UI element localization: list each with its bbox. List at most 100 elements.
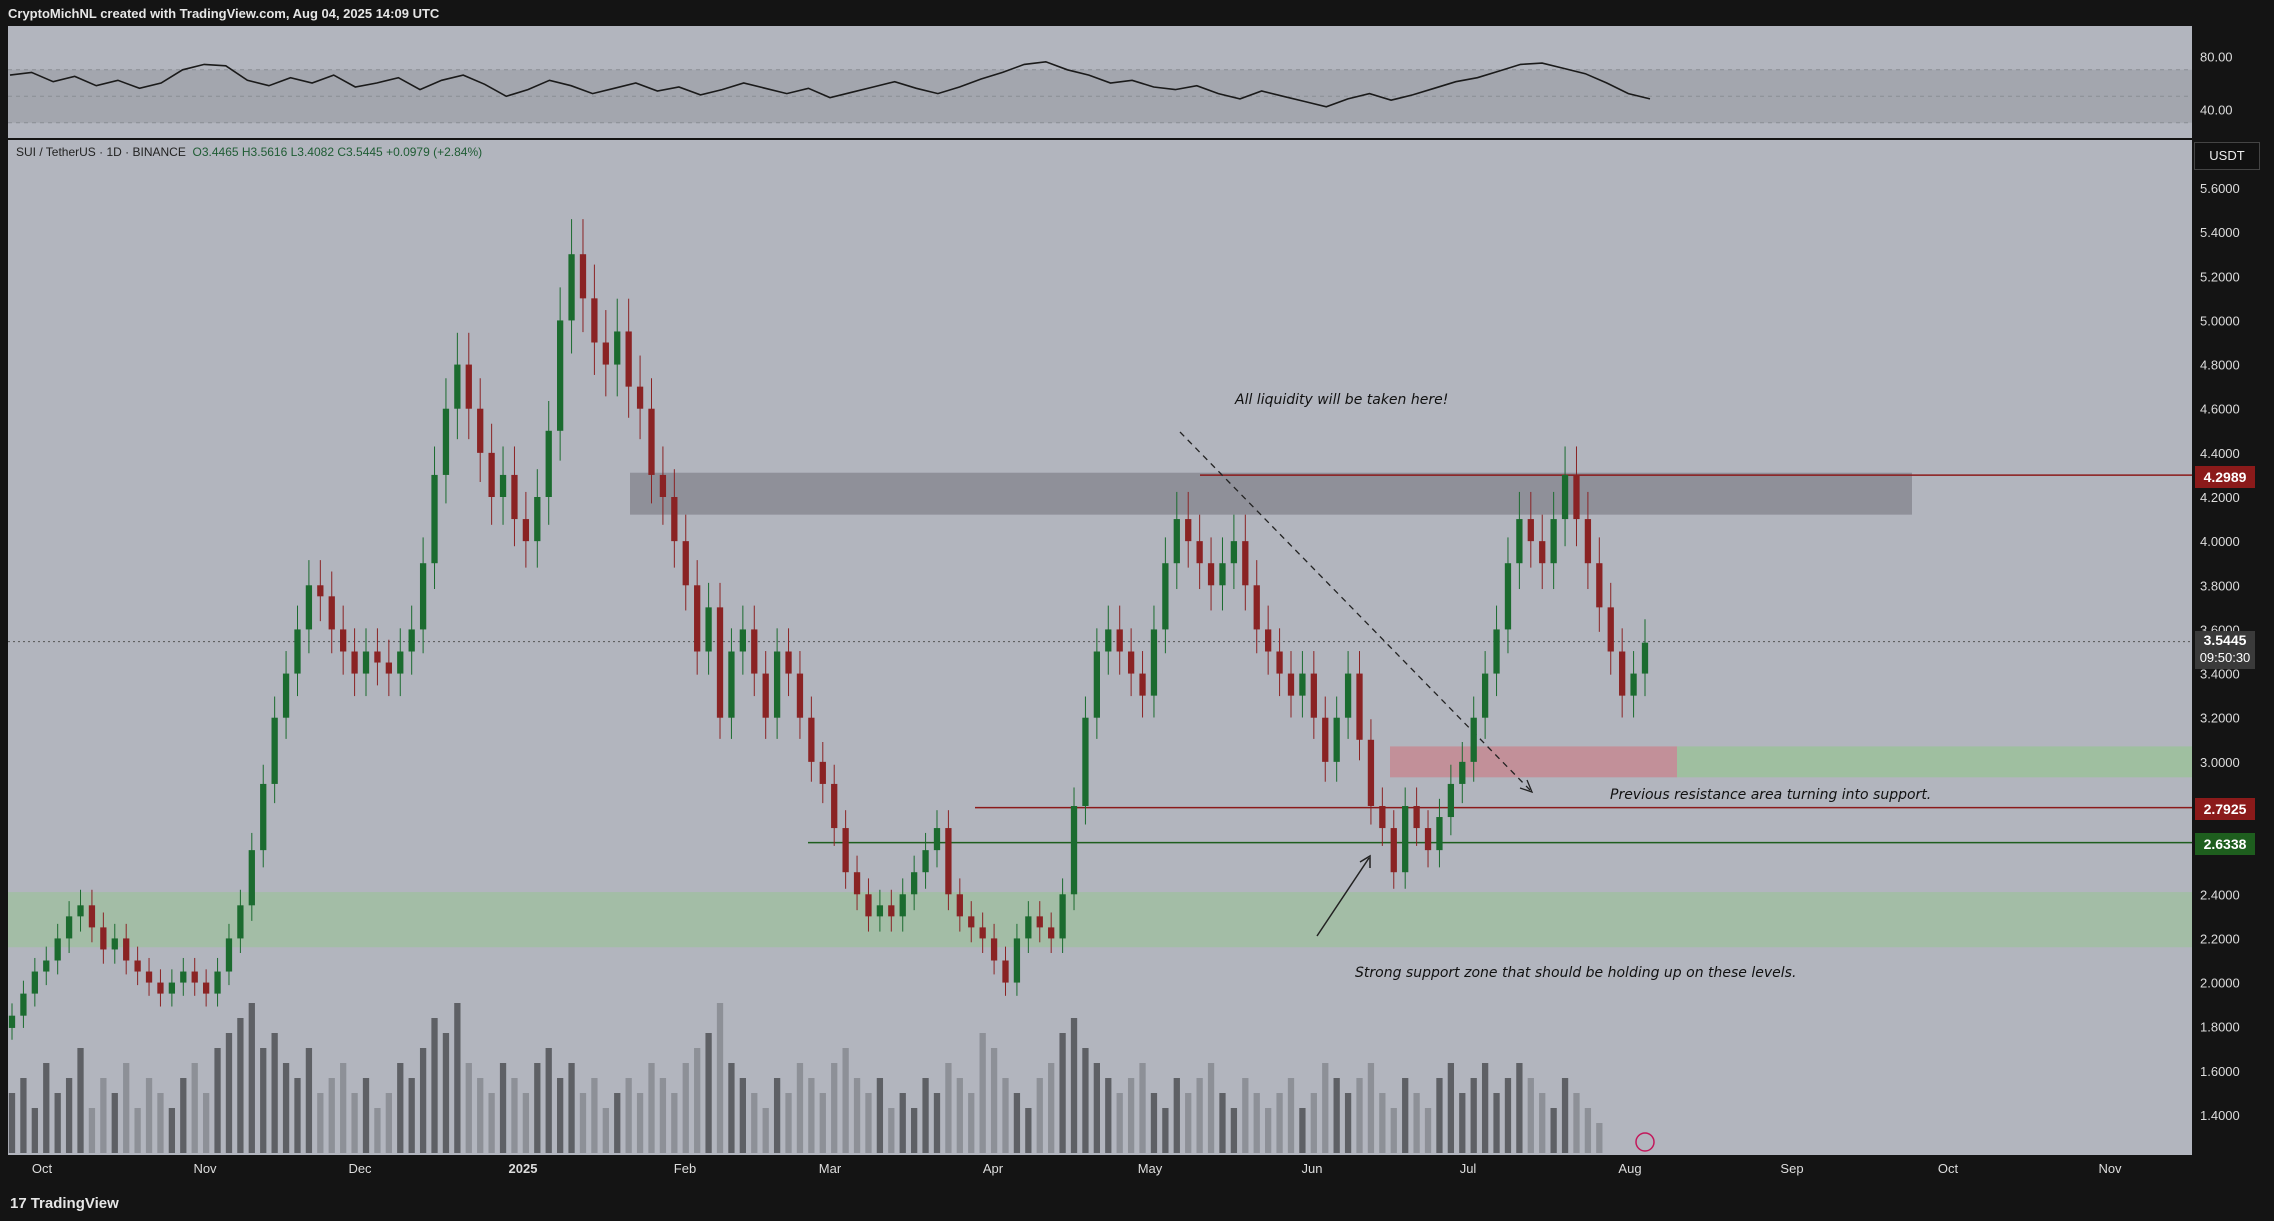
candle-body <box>968 916 975 928</box>
candle-body <box>522 519 530 542</box>
volume-bar <box>248 1003 255 1153</box>
candle-body <box>1447 783 1455 818</box>
candle-body <box>1173 519 1180 564</box>
candle-body <box>1196 541 1203 564</box>
volume-bar <box>157 1093 164 1153</box>
candle-body <box>1242 541 1249 586</box>
candle-body <box>808 717 815 762</box>
candle-body <box>682 541 689 586</box>
volume-bar <box>1424 1108 1432 1153</box>
volume-bar <box>1299 1108 1306 1153</box>
tradingview-logo[interactable]: 17 TradingView <box>10 1195 119 1212</box>
candle-body <box>454 364 461 409</box>
volume-bar <box>488 1093 495 1153</box>
candle-body <box>876 905 884 917</box>
candle-body <box>351 651 358 674</box>
candle-body <box>180 971 187 983</box>
volume-bar <box>1584 1108 1592 1153</box>
candle-body <box>1493 629 1500 674</box>
volume-bar <box>1561 1078 1569 1153</box>
volume-bar <box>1162 1108 1169 1153</box>
candle-body <box>579 254 587 299</box>
candle-body <box>465 364 472 409</box>
symbol-label: SUI / TetherUS · 1D · BINANCE <box>16 145 186 159</box>
candle-body <box>1573 474 1580 520</box>
annotation-liquidity: All liquidity will be taken here! <box>1235 392 1449 408</box>
currency-selector[interactable]: USDT <box>2194 142 2260 170</box>
candle-body <box>1253 585 1260 630</box>
candle-body <box>1436 817 1443 851</box>
candle-body <box>237 905 244 939</box>
volume-bar <box>534 1063 541 1153</box>
annotation-resistance-support: Previous resistance area turning into su… <box>1610 787 1932 803</box>
candle-body <box>408 629 415 652</box>
time-tick-label: Jun <box>1302 1161 1323 1176</box>
candle-body <box>260 783 267 851</box>
candle-body <box>134 960 141 972</box>
volume-bar <box>1402 1078 1409 1153</box>
volume-bar <box>1413 1093 1420 1153</box>
volume-bar <box>20 1078 27 1153</box>
candle-body <box>1036 916 1043 928</box>
candle-body <box>945 828 952 895</box>
volume-bar <box>419 1048 427 1153</box>
candle-body <box>294 629 301 674</box>
high-value: H3.5616 <box>241 145 288 159</box>
price-tag-2-6338: 2.6338 <box>2195 833 2255 855</box>
candle-body <box>1150 629 1158 696</box>
volume-bar <box>260 1048 267 1153</box>
volume-bar <box>1516 1063 1523 1153</box>
candle-body <box>374 651 381 663</box>
candle-body <box>499 474 507 497</box>
candle-body <box>568 254 575 321</box>
price-tick-label: 2.0000 <box>2200 976 2240 991</box>
volume-bar <box>1127 1078 1135 1153</box>
volume-bar <box>1470 1078 1477 1153</box>
candle-body <box>419 563 427 630</box>
candle-body <box>65 916 73 939</box>
volume-bar <box>933 1093 941 1153</box>
ohlc-legend: SUI / TetherUS · 1D · BINANCE O3.4465 H3… <box>16 145 482 159</box>
price-tick-label: 4.8000 <box>2200 358 2240 373</box>
volume-bar <box>716 1003 724 1153</box>
volume-bar <box>1596 1123 1603 1153</box>
volume-bar <box>602 1108 609 1153</box>
volume-bar <box>134 1108 141 1153</box>
volume-bar <box>397 1063 404 1153</box>
candle-body <box>157 982 164 994</box>
volume-bar <box>282 1063 290 1153</box>
price-tick-label: 4.2000 <box>2200 490 2240 505</box>
candle-body <box>785 651 792 674</box>
volume-bar <box>1253 1093 1260 1153</box>
price-tick-label: 3.8000 <box>2200 578 2240 593</box>
candle-body <box>591 298 598 343</box>
volume-bar <box>1036 1078 1043 1153</box>
volume-bar <box>65 1078 73 1153</box>
open-value: O3.4465 <box>192 145 239 159</box>
price-tick-label: 3.2000 <box>2200 711 2240 726</box>
time-tick-label: Oct <box>1938 1161 1959 1176</box>
volume-bar <box>454 1003 461 1153</box>
candle-body <box>1025 916 1032 939</box>
volume-bar <box>465 1063 472 1153</box>
candle-body <box>100 927 107 950</box>
candle-body <box>1139 673 1146 696</box>
volume-bar <box>225 1033 233 1153</box>
candle-body <box>979 927 986 939</box>
volume-bar <box>54 1093 61 1153</box>
volume-bar <box>8 1093 16 1153</box>
candle-body <box>865 894 872 917</box>
time-tick-label: 2025 <box>509 1161 538 1176</box>
candle-body <box>248 850 255 906</box>
volume-bar <box>1322 1063 1329 1153</box>
volume-bar <box>340 1063 347 1153</box>
resistance-turned-support-box <box>1390 746 1677 778</box>
candle-body <box>842 828 849 873</box>
volume-bar <box>1219 1093 1226 1153</box>
volume-bar <box>522 1093 530 1153</box>
volume-bar <box>214 1048 221 1153</box>
volume-bar <box>922 1078 929 1153</box>
tradingview-mark-icon: 17 <box>10 1195 27 1212</box>
volume-bar <box>1070 1018 1078 1153</box>
candle-body <box>43 960 50 972</box>
